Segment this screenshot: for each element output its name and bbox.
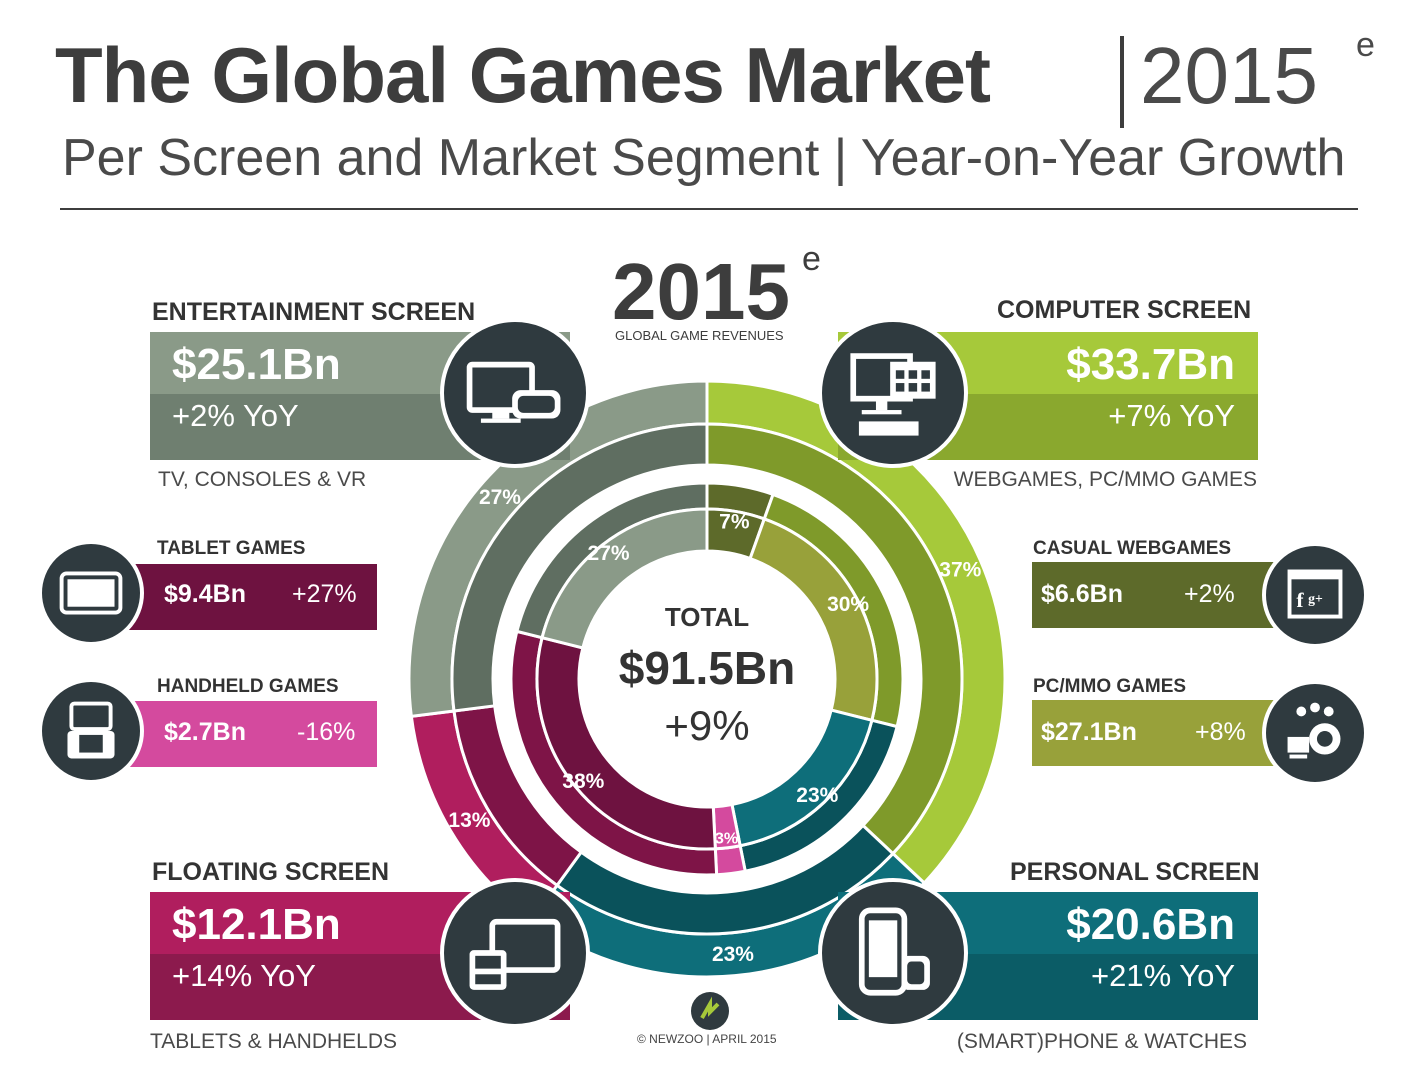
total-value: $91.5Bn: [619, 642, 795, 694]
handheld-games-title: HANDHELD GAMES: [157, 676, 339, 697]
footer-credit: © NEWZOO | APRIL 2015: [637, 1032, 777, 1046]
floating-desc: TABLETS & HANDHELDS: [150, 1030, 398, 1053]
inner-arc-entertainment: [540, 507, 709, 650]
computer-screen-title: COMPUTER SCREEN: [997, 296, 1252, 324]
entertainment-value: $25.1Bn: [172, 340, 341, 389]
personal-desc: (SMART)PHONE & WATCHES: [956, 1030, 1247, 1053]
tablet-games-band: [115, 564, 377, 630]
phone-watch-icon: [818, 878, 968, 1028]
tablet-games-title: TABLET GAMES: [157, 538, 306, 559]
tablet-handheld-icon: [440, 878, 590, 1028]
casual-webgames-band: [1032, 562, 1294, 628]
inner-label-personal: 23%: [796, 784, 838, 807]
inner-label-tablet: 38%: [562, 770, 604, 793]
outer-label-personal: 23%: [712, 943, 754, 966]
entertainment-yoy: +2% YoY: [172, 398, 299, 433]
title-year: 2015: [1140, 31, 1318, 120]
computer-value: $33.7Bn: [1066, 340, 1235, 389]
center-year: 2015: [612, 247, 790, 336]
pcmmo-games-band: [1032, 700, 1294, 766]
floating-screen-title: FLOATING SCREEN: [152, 858, 390, 886]
pcmmo-games-value: $27.1Bn: [1041, 718, 1137, 746]
total-label: TOTAL: [665, 602, 749, 632]
computer-yoy: +7% YoY: [1108, 398, 1235, 433]
computer-desc: WEBGAMES, PC/MMO GAMES: [953, 468, 1257, 491]
globe-network-icon: [1262, 680, 1368, 786]
casual-webgames-growth: +2%: [1184, 580, 1235, 608]
total-growth: +9%: [664, 702, 749, 749]
page-title: The Global Games Market: [55, 31, 991, 119]
tablet-icon: [38, 540, 144, 646]
svg-text:f: f: [1296, 588, 1304, 612]
handheld-games-band: [115, 701, 377, 767]
newzoo-logo-icon: [691, 992, 729, 1030]
header-divider: [60, 208, 1358, 210]
title-year-suffix: e: [1356, 26, 1375, 64]
entertainment-screen-title: ENTERTAINMENT SCREEN: [152, 298, 476, 326]
tv-vr-headset-icon: [440, 318, 590, 468]
inner-label-entertainment: 27%: [588, 542, 630, 565]
svg-text:g+: g+: [1308, 591, 1323, 606]
tablet-games-growth: +27%: [292, 580, 357, 608]
tablet-games-value: $9.4Bn: [164, 580, 246, 608]
inner-arc-handheld-outer: [713, 843, 748, 877]
personal-screen-title: PERSONAL SCREEN: [1010, 858, 1260, 886]
inner-label-casual: 7%: [719, 511, 750, 534]
outer-arc-entertainment-inner: [450, 422, 709, 713]
floating-yoy: +14% YoY: [172, 958, 316, 993]
entertainment-desc: TV, CONSOLES & VR: [158, 468, 367, 491]
pcmmo-games-growth: +8%: [1195, 718, 1246, 746]
desktop-computer-icon: [818, 318, 968, 468]
handheld-games-value: $2.7Bn: [164, 718, 246, 746]
personal-yoy: +21% YoY: [1091, 958, 1235, 993]
center-year-suffix: e: [802, 240, 821, 278]
title-separator: [1120, 36, 1124, 128]
casual-webgames-value: $6.6Bn: [1041, 580, 1123, 608]
inner-label-pcmmo: 30%: [827, 593, 869, 616]
social-web-icon: f g+: [1262, 542, 1368, 648]
inner-label-handheld: 3%: [715, 830, 738, 847]
casual-webgames-title: CASUAL WEBGAMES: [1033, 538, 1232, 559]
outer-label-entertainment: 27%: [479, 486, 521, 509]
floating-value: $12.1Bn: [172, 900, 341, 949]
outer-label-computer: 37%: [939, 559, 981, 582]
page-subtitle: Per Screen and Market Segment | Year-on-…: [62, 129, 1346, 187]
donut-center: [581, 553, 833, 805]
center-year-caption: GLOBAL GAME REVENUES: [615, 328, 784, 343]
handheld-console-icon: [38, 678, 144, 784]
pcmmo-games-title: PC/MMO GAMES: [1033, 676, 1187, 697]
handheld-games-growth: -16%: [297, 718, 356, 746]
outer-label-floating: 13%: [448, 809, 490, 832]
personal-value: $20.6Bn: [1066, 900, 1235, 949]
